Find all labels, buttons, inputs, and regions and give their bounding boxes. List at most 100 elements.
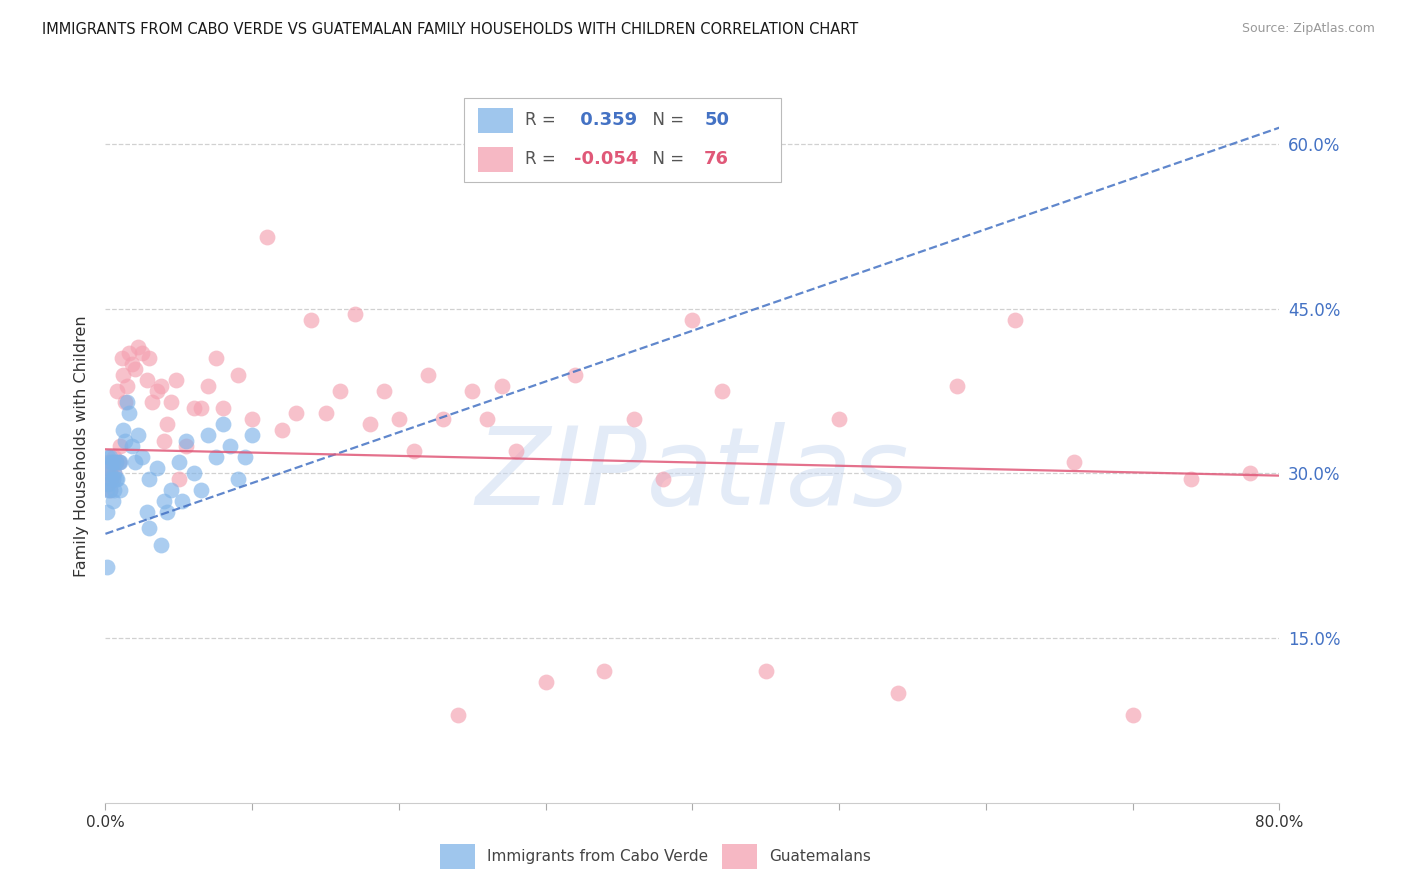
Point bbox=[174, 439, 197, 453]
Point bbox=[623, 411, 645, 425]
Text: IMMIGRANTS FROM CABO VERDE VS GUATEMALAN FAMILY HOUSEHOLDS WITH CHILDREN CORRELA: IMMIGRANTS FROM CABO VERDE VS GUATEMALAN… bbox=[42, 22, 859, 37]
Point bbox=[755, 664, 778, 678]
Point bbox=[299, 312, 322, 326]
Point bbox=[107, 455, 129, 469]
Bar bbox=[721, 844, 756, 869]
Point bbox=[150, 538, 173, 552]
Point bbox=[121, 439, 143, 453]
Point bbox=[131, 450, 153, 464]
Point bbox=[240, 411, 263, 425]
Point bbox=[108, 439, 131, 453]
Point bbox=[124, 455, 146, 469]
Point bbox=[96, 559, 118, 574]
Point bbox=[104, 472, 127, 486]
Point bbox=[197, 378, 219, 392]
Point bbox=[146, 461, 169, 475]
Point bbox=[887, 686, 910, 700]
Point bbox=[98, 450, 121, 464]
Point bbox=[97, 461, 120, 475]
Point bbox=[170, 494, 193, 508]
Point bbox=[100, 461, 122, 475]
Point bbox=[103, 483, 125, 497]
Point bbox=[141, 395, 163, 409]
Point bbox=[146, 384, 169, 398]
Point bbox=[108, 455, 131, 469]
Point bbox=[103, 450, 125, 464]
Point bbox=[329, 384, 352, 398]
Point bbox=[103, 467, 125, 481]
Text: R =: R = bbox=[524, 112, 561, 129]
Point bbox=[190, 401, 212, 415]
Point bbox=[564, 368, 586, 382]
Point bbox=[153, 494, 176, 508]
Point bbox=[190, 483, 212, 497]
Point bbox=[160, 395, 183, 409]
Text: 76: 76 bbox=[704, 150, 730, 169]
Point bbox=[150, 378, 173, 392]
Point bbox=[117, 395, 139, 409]
Point bbox=[945, 378, 967, 392]
Point bbox=[505, 444, 527, 458]
Point bbox=[174, 434, 197, 448]
Point bbox=[127, 428, 149, 442]
Text: ZIPatlas: ZIPatlas bbox=[475, 422, 910, 527]
Point bbox=[103, 467, 125, 481]
Text: 0.359: 0.359 bbox=[574, 112, 637, 129]
Point bbox=[828, 411, 851, 425]
Point bbox=[285, 406, 308, 420]
Text: 50: 50 bbox=[704, 112, 730, 129]
Point bbox=[127, 340, 149, 354]
Point bbox=[211, 401, 233, 415]
Point bbox=[114, 395, 136, 409]
Text: Source: ZipAtlas.com: Source: ZipAtlas.com bbox=[1241, 22, 1375, 36]
Point bbox=[226, 472, 249, 486]
Point bbox=[204, 351, 226, 366]
Point bbox=[491, 378, 513, 392]
Point bbox=[461, 384, 484, 398]
Point bbox=[131, 345, 153, 359]
Point bbox=[101, 455, 124, 469]
Point bbox=[156, 505, 179, 519]
Point bbox=[475, 411, 498, 425]
Point bbox=[1180, 472, 1202, 486]
Point bbox=[418, 368, 440, 382]
Text: N =: N = bbox=[643, 112, 689, 129]
Point bbox=[593, 664, 616, 678]
Bar bbox=[478, 146, 513, 172]
Point bbox=[233, 450, 256, 464]
Point bbox=[1239, 467, 1261, 481]
Text: Immigrants from Cabo Verde: Immigrants from Cabo Verde bbox=[486, 849, 709, 863]
Point bbox=[124, 362, 146, 376]
Text: Guatemalans: Guatemalans bbox=[769, 849, 870, 863]
Point bbox=[204, 450, 226, 464]
Point bbox=[682, 312, 704, 326]
Point bbox=[167, 472, 190, 486]
Bar bbox=[478, 108, 513, 133]
Point bbox=[138, 521, 160, 535]
Point bbox=[107, 455, 129, 469]
Point bbox=[343, 307, 366, 321]
Text: R =: R = bbox=[524, 150, 561, 169]
Point bbox=[101, 494, 124, 508]
Point bbox=[105, 384, 128, 398]
Y-axis label: Family Households with Children: Family Households with Children bbox=[75, 315, 90, 577]
Point bbox=[1063, 455, 1085, 469]
Point bbox=[1122, 708, 1144, 723]
Text: N =: N = bbox=[643, 150, 689, 169]
Point bbox=[112, 368, 135, 382]
Point bbox=[100, 472, 122, 486]
Point bbox=[652, 472, 675, 486]
Point bbox=[710, 384, 733, 398]
Point bbox=[104, 455, 127, 469]
Point bbox=[446, 708, 468, 723]
Point bbox=[118, 406, 141, 420]
Point bbox=[226, 368, 249, 382]
Point bbox=[153, 434, 176, 448]
Point bbox=[104, 455, 127, 469]
Point bbox=[96, 461, 118, 475]
Point bbox=[101, 472, 124, 486]
Point bbox=[100, 455, 122, 469]
Point bbox=[105, 472, 128, 486]
Point bbox=[97, 455, 120, 469]
Point bbox=[135, 505, 157, 519]
